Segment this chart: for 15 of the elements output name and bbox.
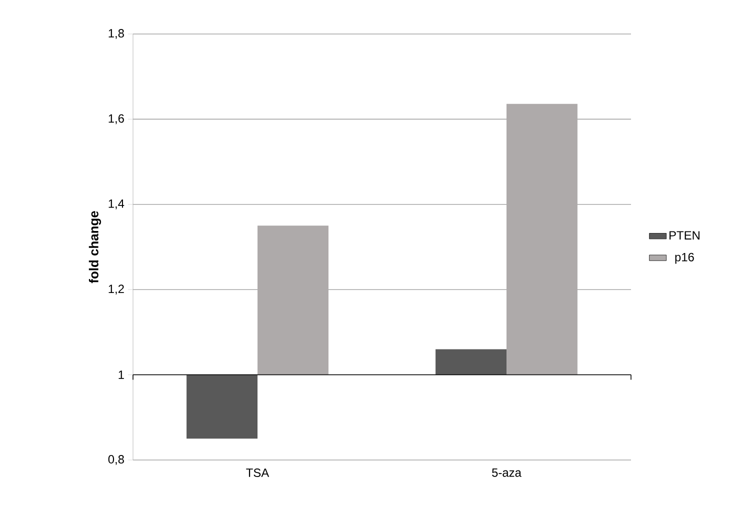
x-tick-label: TSA <box>246 468 270 477</box>
legend-label: PTEN <box>670 231 700 240</box>
y-tick-label: 1,6 <box>108 114 124 124</box>
bar <box>186 374 258 439</box>
bar <box>436 349 507 375</box>
y-tick-label: 1,2 <box>108 284 124 295</box>
y-tick-label: 1,8 <box>108 29 124 39</box>
y-tick-label: 0,8 <box>108 455 124 465</box>
legend-label: p16 <box>675 252 694 264</box>
y-axis-title: fold change <box>88 211 102 284</box>
bar <box>506 104 578 375</box>
y-tick-label: 1 <box>118 370 124 379</box>
y-tick-label: 1,4 <box>108 200 124 210</box>
x-tick-label: 5-aza <box>492 468 522 477</box>
bar <box>258 226 328 375</box>
